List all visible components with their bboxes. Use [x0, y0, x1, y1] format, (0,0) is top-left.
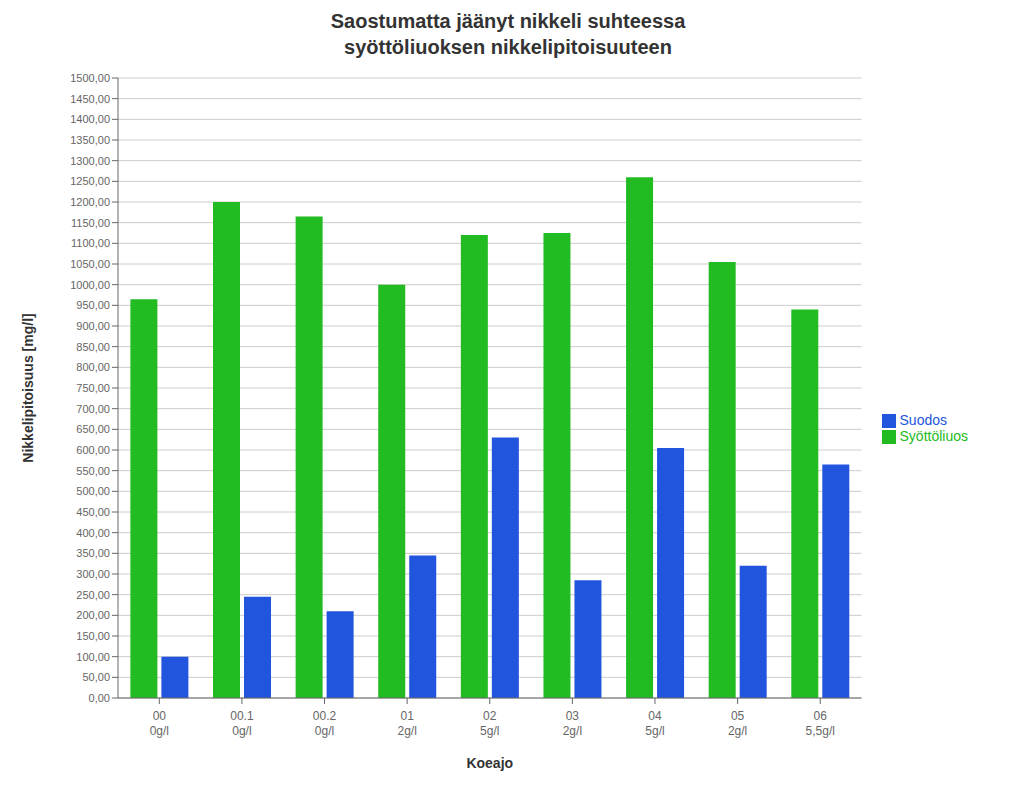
svg-text:000g/l: 000g/l — [150, 709, 169, 738]
svg-text:1150,00: 1150,00 — [71, 217, 110, 229]
html-text:syöttöliuoksen nikkelipitoisuu: syöttöliuoksen nikkelipitoisuuteen — [344, 36, 672, 58]
svg-text:Koeajo: Koeajo — [466, 755, 513, 771]
svg-text:750,00: 750,00 — [76, 382, 110, 394]
svg-text:950,00: 950,00 — [76, 299, 110, 311]
svg-text:00.10g/l: 00.10g/l — [230, 709, 254, 738]
svg-text:100,00: 100,00 — [76, 651, 110, 663]
svg-text:065,5g/l: 065,5g/l — [806, 709, 835, 738]
svg-text:300,00: 300,00 — [76, 568, 110, 580]
svg-text:1500,00: 1500,00 — [70, 72, 110, 84]
svg-text:052g/l: 052g/l — [728, 709, 747, 738]
svg-text:600,00: 600,00 — [76, 444, 110, 456]
svg-text:150,00: 150,00 — [76, 630, 110, 642]
svg-text:500,00: 500,00 — [76, 485, 110, 497]
html-text:Syöttöliuos: Syöttöliuos — [899, 428, 968, 444]
svg-text:Nikkelipitoisuus [mg/l]: Nikkelipitoisuus [mg/l] — [20, 313, 36, 462]
svg-text:1000,00: 1000,00 — [70, 279, 110, 291]
svg-text:800,00: 800,00 — [76, 361, 110, 373]
svg-text:450,00: 450,00 — [76, 506, 110, 518]
svg-text:1100,00: 1100,00 — [71, 237, 110, 249]
svg-text:1300,00: 1300,00 — [70, 155, 110, 167]
svg-text:900,00: 900,00 — [76, 320, 110, 332]
svg-text:550,00: 550,00 — [76, 465, 110, 477]
svg-text:00.20g/l: 00.20g/l — [313, 709, 337, 738]
svg-text:200,00: 200,00 — [76, 609, 110, 621]
svg-text:50,00: 50,00 — [82, 671, 110, 683]
svg-text:045g/l: 045g/l — [645, 709, 664, 738]
svg-text:0,00: 0,00 — [89, 692, 110, 704]
svg-text:1200,00: 1200,00 — [70, 196, 110, 208]
svg-text:250,00: 250,00 — [76, 589, 110, 601]
svg-text:1450,00: 1450,00 — [70, 93, 110, 105]
svg-text:1400,00: 1400,00 — [70, 113, 110, 125]
html-text:Suodos: Suodos — [899, 411, 947, 428]
svg-text:025g/l: 025g/l — [480, 709, 499, 738]
svg-text:400,00: 400,00 — [76, 527, 110, 539]
svg-text:1050,00: 1050,00 — [70, 258, 110, 270]
svg-text:850,00: 850,00 — [76, 341, 110, 353]
svg-text:650,00: 650,00 — [76, 423, 110, 435]
svg-text:032g/l: 032g/l — [563, 709, 582, 738]
svg-text:350,00: 350,00 — [76, 547, 110, 559]
svg-text:1250,00: 1250,00 — [70, 175, 110, 187]
svg-text:1350,00: 1350,00 — [70, 134, 110, 146]
svg-text:700,00: 700,00 — [76, 403, 110, 415]
svg-text:012g/l: 012g/l — [397, 709, 416, 738]
html-text:Saostumatta jäänyt nikkeli suh: Saostumatta jäänyt nikkeli suhteessa — [330, 10, 686, 32]
